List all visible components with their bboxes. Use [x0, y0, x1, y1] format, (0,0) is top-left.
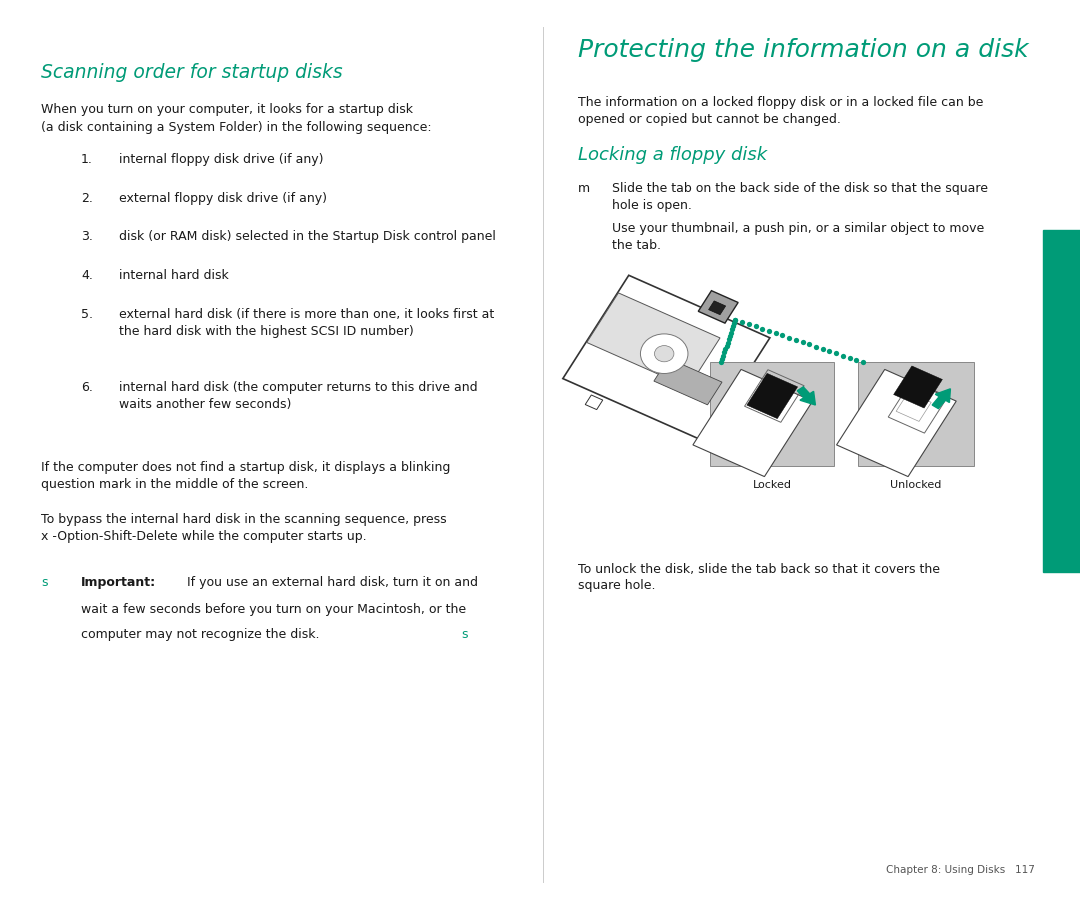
Text: If you use an external hard disk, turn it on and: If you use an external hard disk, turn i… [187, 576, 477, 589]
Text: wait a few seconds before you turn on your Macintosh, or the: wait a few seconds before you turn on yo… [81, 603, 467, 616]
Polygon shape [693, 369, 812, 477]
Text: 4.: 4. [81, 269, 93, 282]
Text: 2.: 2. [81, 192, 93, 204]
Polygon shape [708, 301, 726, 315]
Text: Use your thumbnail, a push pin, or a similar object to move
the tab.: Use your thumbnail, a push pin, or a sim… [612, 222, 985, 252]
Polygon shape [563, 275, 770, 441]
Text: Chapter 8: Using Disks   117: Chapter 8: Using Disks 117 [886, 865, 1035, 875]
Text: internal floppy disk drive (if any): internal floppy disk drive (if any) [119, 153, 323, 166]
Bar [858, 362, 974, 466]
Text: external floppy disk drive (if any): external floppy disk drive (if any) [119, 192, 327, 204]
Text: To bypass the internal hard disk in the scanning sequence, press
x -Option-Shift: To bypass the internal hard disk in the … [41, 513, 447, 543]
Text: To unlock the disk, slide the tab back so that it covers the
square hole.: To unlock the disk, slide the tab back s… [578, 562, 940, 592]
Polygon shape [896, 392, 931, 421]
Text: Slide the tab on the back side of the disk so that the square
hole is open.: Slide the tab on the back side of the di… [612, 182, 988, 212]
Text: 3.: 3. [81, 230, 93, 243]
Text: s: s [461, 628, 468, 641]
Text: Protecting the information on a disk: Protecting the information on a disk [578, 38, 1028, 62]
Text: Important:: Important: [81, 576, 157, 589]
Bar [1043, 230, 1080, 572]
Circle shape [654, 346, 674, 362]
Circle shape [640, 334, 688, 373]
Text: If the computer does not find a startup disk, it displays a blinking
question ma: If the computer does not find a startup … [41, 461, 450, 491]
Bar [711, 362, 834, 466]
Polygon shape [653, 358, 723, 405]
Text: s: s [41, 576, 48, 589]
Polygon shape [746, 374, 798, 419]
Polygon shape [893, 366, 943, 408]
Text: Unlocked: Unlocked [890, 481, 942, 491]
Text: Scanning order for startup disks: Scanning order for startup disks [41, 63, 342, 82]
Text: 6.: 6. [81, 381, 93, 393]
Text: internal hard disk (the computer returns to this drive and
waits another few sec: internal hard disk (the computer returns… [119, 381, 477, 410]
Text: disk (or RAM disk) selected in the Startup Disk control panel: disk (or RAM disk) selected in the Start… [119, 230, 496, 243]
FancyArrow shape [932, 389, 950, 409]
Text: The information on a locked floppy disk or in a locked file can be
opened or cop: The information on a locked floppy disk … [578, 96, 983, 126]
Text: 1.: 1. [81, 153, 93, 166]
Polygon shape [585, 395, 603, 410]
Polygon shape [586, 292, 720, 388]
FancyArrow shape [797, 387, 815, 405]
Text: When you turn on your computer, it looks for a startup disk
(a disk containing a: When you turn on your computer, it looks… [41, 104, 432, 133]
Text: internal hard disk: internal hard disk [119, 269, 229, 282]
Text: 5.: 5. [81, 308, 93, 320]
Text: computer may not recognize the disk.: computer may not recognize the disk. [81, 628, 327, 641]
Text: Locked: Locked [753, 481, 792, 491]
Text: external hard disk (if there is more than one, it looks first at
the hard disk w: external hard disk (if there is more tha… [119, 308, 494, 338]
Polygon shape [837, 369, 956, 477]
Polygon shape [699, 291, 738, 323]
Text: Locking a floppy disk: Locking a floppy disk [578, 146, 767, 164]
Text: m: m [578, 182, 590, 194]
